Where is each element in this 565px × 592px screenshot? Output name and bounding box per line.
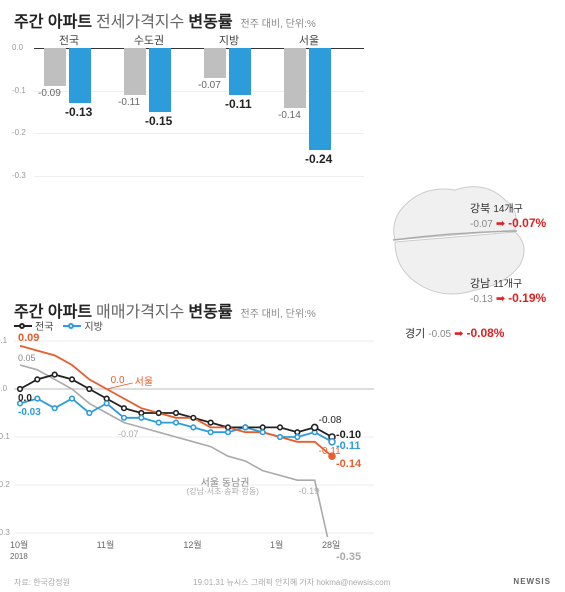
curr-bar: [69, 48, 91, 103]
x-tick: 10월: [10, 538, 28, 551]
prev-value: -0.07: [198, 80, 221, 91]
chart1-title-pre: 주간 아파트: [14, 8, 92, 32]
inline-label: -0.07: [118, 429, 139, 439]
region-count: 11개구: [493, 279, 522, 290]
y-tick: -0.2: [0, 480, 10, 489]
chart1-title-post: 변동률: [188, 8, 232, 32]
arrow-icon: ➡: [496, 293, 505, 305]
region-prev: -0.07: [470, 219, 493, 230]
chart1-subtitle: 전주 대비, 단위:%: [241, 15, 316, 30]
inline-label: -0.35: [336, 551, 361, 563]
curr-value: -0.11: [225, 97, 252, 111]
region-count: 14개구: [493, 204, 523, 215]
category-label: 전국: [49, 32, 89, 48]
prev-bar: [204, 48, 226, 78]
prev-value: -0.11: [118, 97, 140, 108]
x-tick: 1월: [270, 538, 283, 551]
region-prev: -0.13: [470, 294, 493, 305]
y-tick: 0.1: [0, 336, 7, 345]
region-name: 강남: [470, 278, 490, 290]
inline-label: 0.0: [111, 375, 125, 386]
curr-value: -0.15: [145, 114, 172, 128]
prev-bar: [44, 48, 66, 86]
x-sub: 2018: [10, 552, 28, 561]
curr-bar: [309, 48, 331, 150]
inline-label: -0.19: [299, 486, 320, 496]
chart1-title: 주간 아파트 전세가격지수 변동률 전주 대비, 단위:%: [0, 0, 565, 36]
inline-label: 0.05: [18, 353, 36, 363]
legend-label: 전국: [35, 318, 53, 333]
credit: 19.01.31 뉴시스 그래픽 안지혜 기자 hokma@newsis.com: [193, 577, 390, 588]
y-tick: -0.2: [12, 128, 26, 137]
x-tick: 11월: [97, 538, 115, 551]
inline-label: (강남·서초·송파·강동): [187, 486, 259, 497]
y-tick: 0.0: [0, 384, 7, 393]
inline-label: 0.0: [18, 393, 32, 404]
category-label: 지방: [209, 32, 249, 48]
source-label: 자료:: [14, 578, 31, 587]
y-tick: -0.3: [12, 171, 26, 180]
footer: 자료: 한국감정원 19.01.31 뉴시스 그래픽 안지혜 기자 hokma@…: [14, 577, 551, 588]
source: 자료: 한국감정원: [14, 577, 70, 588]
curr-value: -0.13: [65, 105, 92, 119]
map-gyeonggi-label: 경기 -0.05 ➡ -0.08%: [405, 325, 504, 341]
y-tick: -0.1: [12, 86, 26, 95]
prev-bar: [284, 48, 306, 108]
prev-bar: [124, 48, 146, 95]
map-gangnam-label: 강남 11개구 -0.13 ➡ -0.19%: [470, 275, 546, 305]
prev-value: -0.14: [278, 110, 301, 121]
line-chart-svg: [14, 337, 374, 537]
line-legend: 전국 지방: [14, 318, 374, 333]
x-tick: 28일: [322, 538, 340, 551]
curr-bar: [229, 48, 251, 95]
map-gangbuk-label: 강북 14개구 -0.07 ➡ -0.07%: [470, 200, 546, 230]
category-label: 수도권: [129, 32, 169, 48]
seoul-map-svg: [375, 170, 555, 330]
x-tick: 12월: [183, 538, 201, 551]
region-curr: -0.08%: [466, 326, 504, 340]
arrow-icon: ➡: [454, 328, 463, 340]
y-tick: -0.3: [0, 528, 10, 537]
inline-label: -0.11: [336, 440, 360, 452]
inline-label: -0.03: [18, 407, 41, 418]
seoul-map-area: 강북 14개구 -0.07 ➡ -0.07% 강남 11개구 -0.13 ➡ -…: [375, 170, 555, 380]
category-label: 서울: [289, 32, 329, 48]
y-tick: 0.0: [12, 43, 23, 52]
logo: NEWSIS: [513, 577, 551, 588]
curr-value: -0.24: [305, 152, 332, 166]
inline-label: 0.09: [18, 332, 39, 344]
prev-value: -0.09: [38, 88, 61, 99]
legend-label: 지방: [84, 318, 102, 333]
legend-nation: 전국: [14, 318, 53, 333]
inline-label: -0.08: [319, 415, 342, 426]
region-curr: -0.07%: [508, 216, 546, 230]
inline-label: -0.14: [336, 458, 361, 470]
region-curr: -0.19%: [508, 291, 546, 305]
region-name: 경기: [405, 328, 425, 340]
curr-bar: [149, 48, 171, 112]
y-tick: -0.1: [0, 432, 10, 441]
inline-label: 서울: [135, 373, 153, 388]
region-prev: -0.05: [428, 329, 451, 340]
arrow-icon: ➡: [496, 218, 505, 230]
source-name: 한국감정원: [33, 578, 70, 587]
chart1-title-light: 전세가격지수: [96, 8, 184, 32]
legend-local: 지방: [63, 318, 102, 333]
sale-line-chart: 전국 지방 0.10.0-0.1-0.2-0.310월11월12월1월28일20…: [14, 318, 374, 548]
jeonse-bar-chart: 0.0-0.1-0.2-0.3전국-0.09-0.13수도권-0.11-0.15…: [14, 36, 364, 176]
region-name: 강북: [470, 203, 490, 215]
